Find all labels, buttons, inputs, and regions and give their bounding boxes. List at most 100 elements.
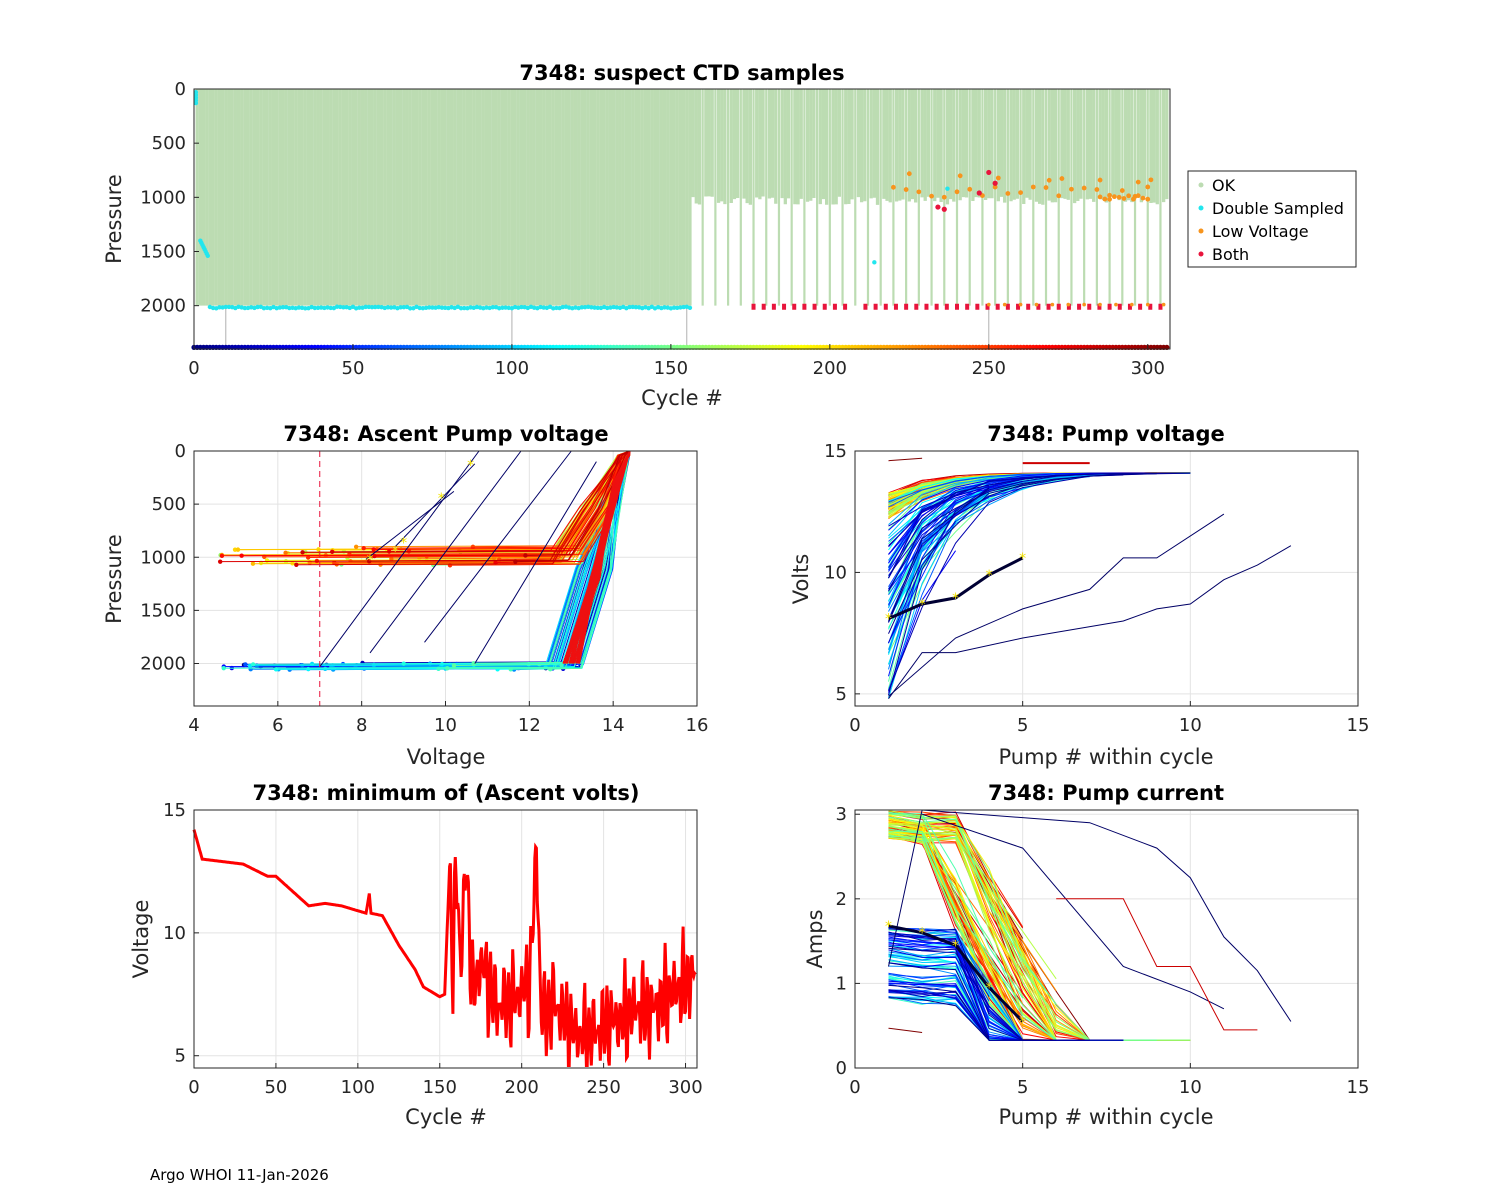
low-voltage-point (986, 302, 991, 307)
both-point (883, 303, 888, 310)
x-tick-label: 200 (505, 1077, 539, 1098)
double-sampled-point (595, 305, 600, 311)
pumpv-series (888, 478, 1057, 623)
low-voltage-point (1145, 196, 1151, 202)
double-sampled-point (468, 305, 473, 310)
ascent-point (221, 665, 226, 671)
ascent-point (250, 662, 256, 667)
double-sampled-point (503, 305, 508, 310)
low-voltage-point (929, 193, 934, 199)
x-tick-label: 12 (518, 715, 541, 736)
ascent-profile-late (394, 463, 476, 547)
pumpv-highlight-series (887, 556, 1024, 620)
both-point (822, 303, 827, 310)
both-point (792, 303, 797, 310)
double-sampled-point (560, 304, 565, 310)
x-tick-label: 0 (188, 1077, 199, 1098)
ascent-point (389, 556, 394, 562)
x-tick-label: 5 (1017, 715, 1028, 736)
low-voltage-point (903, 187, 909, 192)
pumpv-data: * * * * * (885, 457, 1292, 699)
ascent-profile-late (474, 461, 597, 664)
double-sampled-point (541, 305, 546, 310)
both-point (965, 303, 970, 310)
ascent-point (243, 662, 248, 667)
ctd-samples-panel: 0 50 100 150 200 250 300 0 500 1000 1500 2000 7348:… (102, 61, 1357, 410)
double-sampled-point (287, 305, 292, 311)
legend-both-marker (1198, 251, 1204, 257)
pumpi-xlabel: Pump # within cycle (999, 1105, 1214, 1129)
low-voltage-point (1002, 302, 1007, 307)
double-sampled-point (671, 305, 677, 310)
both-point (893, 303, 898, 310)
x-tick-label: 150 (654, 358, 688, 379)
double-sampled-point (401, 305, 407, 310)
ascent-point (548, 666, 553, 672)
ascent-profile-late (369, 450, 522, 654)
legend-double-marker (1198, 205, 1204, 211)
both-point (832, 303, 837, 310)
low-voltage-point (1121, 196, 1127, 201)
pumpi-star-marker: * (986, 981, 993, 997)
min-voltage-line (192, 829, 697, 1067)
both-point (1097, 303, 1102, 310)
double-sampled-point (369, 305, 375, 310)
pumpi-series (888, 972, 990, 1041)
pumpv-series (888, 487, 990, 622)
both-point (1016, 303, 1021, 310)
ascent-star-marker: * (392, 544, 399, 560)
y-tick-label: 1 (836, 973, 847, 994)
low-voltage-point (941, 194, 947, 200)
pumpv-xlabel: Pump # within cycle (999, 745, 1214, 769)
ascent-point (250, 561, 256, 566)
pumpv-title: 7348: Pump voltage (987, 422, 1225, 446)
y-tick-label: 2000 (140, 296, 186, 317)
low-voltage-point (1116, 194, 1122, 200)
x-tick-label: 150 (423, 1077, 457, 1098)
ascent-point (559, 662, 564, 668)
double-sampled-point (627, 304, 632, 310)
double-sampled-point (296, 305, 302, 310)
double-sampled-point (312, 305, 318, 311)
both-point (843, 303, 848, 310)
both-point (941, 206, 947, 212)
both-point (976, 190, 982, 196)
pumpi-star-marker: * (952, 938, 959, 954)
x-tick-label: 250 (586, 1077, 620, 1098)
pumpi-series (888, 834, 1124, 1041)
both-point (1005, 303, 1010, 310)
low-voltage-point (1069, 186, 1074, 192)
pumpv-ylabel: Volts (789, 554, 813, 605)
double-sampled-point (210, 305, 216, 311)
ascent-point (361, 546, 366, 551)
ascent-ylabel: Pressure (102, 534, 126, 624)
double-sampled-point (423, 305, 429, 310)
both-point (934, 303, 939, 310)
pumpv-star-marker: * (919, 597, 926, 613)
pumpi-series (888, 817, 1057, 980)
low-voltage-point (967, 186, 973, 192)
double-sampled-point (315, 305, 321, 311)
pumpi-series (1056, 898, 1258, 1031)
y-tick-label: 1500 (140, 600, 186, 621)
double-sampled-point (341, 305, 346, 310)
y-tick-label: 1500 (140, 242, 186, 263)
double-sampled-point (592, 305, 597, 310)
pumpi-series (888, 1027, 923, 1033)
low-voltage-point (1111, 194, 1117, 200)
double-sampled-point (500, 305, 505, 310)
low-voltage-point (1043, 185, 1049, 190)
double-sampled-point (519, 304, 524, 310)
both-point (751, 303, 756, 310)
pumpi-title: 7348: Pump current (988, 781, 1224, 805)
double-sampled-point (318, 305, 324, 310)
ascent-point (235, 547, 241, 552)
ctd-ylabel: Pressure (102, 174, 126, 264)
double-sampled-point (366, 304, 372, 310)
low-voltage-point (1005, 191, 1011, 196)
double-sampled-point (242, 305, 248, 311)
x-tick-label: 300 (668, 1077, 702, 1098)
ctd-legend-box (1187, 170, 1357, 268)
ascent-star-marker: * (467, 458, 474, 474)
